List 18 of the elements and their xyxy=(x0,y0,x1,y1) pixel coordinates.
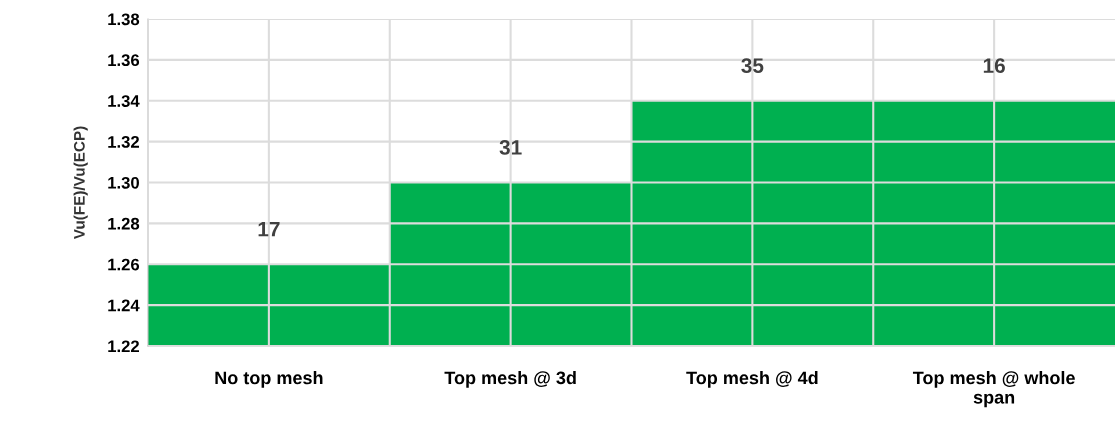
y-tick-label: 1.36 xyxy=(108,54,140,67)
y-tick-label: 1.30 xyxy=(108,176,139,189)
annotation: 31 xyxy=(499,140,522,155)
x-tick-label: No top mesh xyxy=(215,371,323,388)
y-tick-label: 1.24 xyxy=(108,299,140,312)
y-tick-label: 1.38 xyxy=(108,13,140,26)
y-tick-label: 1.26 xyxy=(108,258,140,271)
annotation: 16 xyxy=(983,58,1005,74)
y-tick-label: 1.28 xyxy=(108,217,140,230)
annotation: 17 xyxy=(258,221,280,237)
y-tick-label: 1.22 xyxy=(108,340,139,353)
annotation: 35 xyxy=(741,58,764,74)
x-tick-label: Top mesh @ 3d xyxy=(444,371,576,388)
y-tick-label: 1.34 xyxy=(108,95,140,107)
x-tick-label: Top mesh @ 4d xyxy=(686,371,818,388)
y-axis-title: Vu(FE)/Vu(ECP) xyxy=(73,126,88,240)
y-tick-label: 1.32 xyxy=(108,136,139,148)
x-tick-label: Top mesh @ whole span xyxy=(912,371,1075,408)
